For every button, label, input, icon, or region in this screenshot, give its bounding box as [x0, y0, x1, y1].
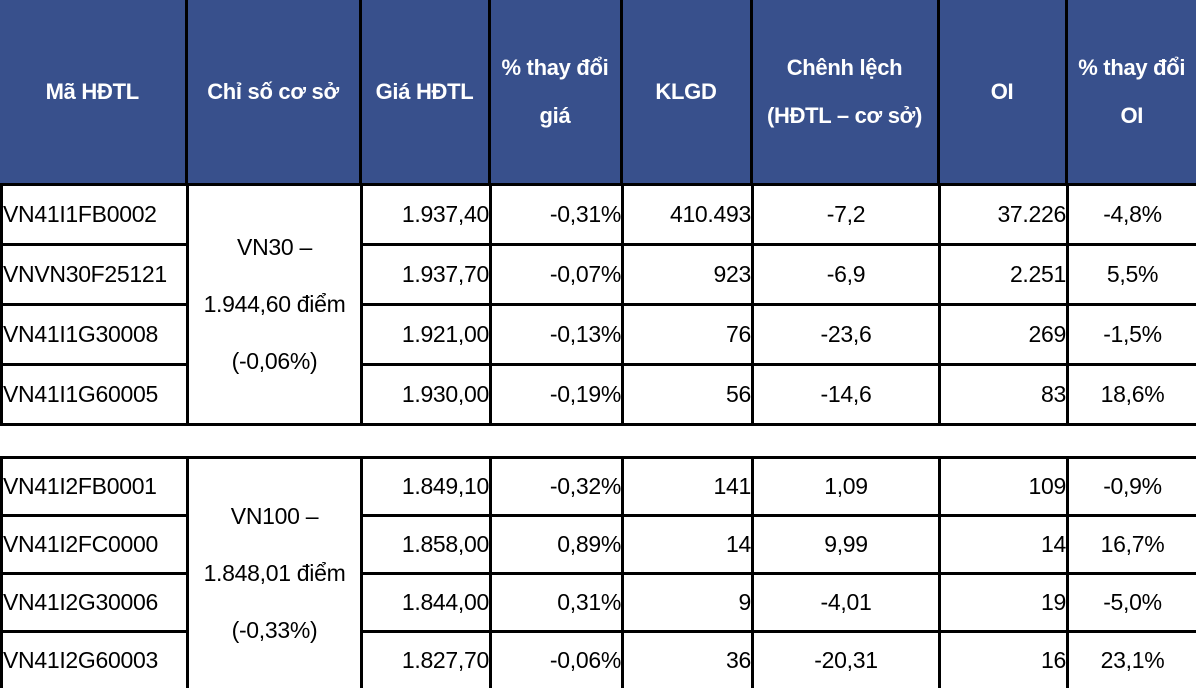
- cell-futures-price: 1.937,70: [360, 243, 492, 306]
- col-header-oi-change-pct: % thay đổi OI: [1066, 0, 1196, 183]
- col-header-futures-price: Giá HĐTL: [360, 0, 491, 183]
- cell-price-change-pct: -0,13%: [489, 303, 624, 366]
- header-row: Mã HĐTL Chỉ số cơ sở Giá HĐTL % thay đổi…: [0, 0, 1196, 183]
- cell-oi-change-pct: -1,5%: [1066, 303, 1196, 366]
- cell-volume: 36: [621, 630, 754, 688]
- cell-contract-code: VN41I2FB0001: [0, 456, 189, 517]
- cell-futures-price: 1.858,00: [360, 514, 492, 575]
- cell-oi-change-pct: 18,6%: [1066, 363, 1196, 426]
- cell-volume: 9: [621, 572, 754, 633]
- col-header-spread: Chênh lệch (HĐTL – cơ sở): [751, 0, 940, 183]
- cell-volume: 923: [621, 243, 754, 306]
- cell-contract-code: VN41I1G30008: [0, 303, 189, 366]
- table-row: VNVN30F25121 1.937,70 -0,07% 923 -6,9 2.…: [0, 243, 1196, 306]
- cell-oi-change-pct: -0,9%: [1066, 456, 1196, 517]
- cell-price-change-pct: 0,31%: [489, 572, 624, 633]
- cell-spread: -23,6: [751, 303, 941, 366]
- cell-futures-price: 1.921,00: [360, 303, 492, 366]
- cell-open-interest: 16: [938, 630, 1069, 688]
- table-row: VN41I2G30006 1.844,00 0,31% 9 -4,01 19 -…: [0, 572, 1196, 633]
- cell-price-change-pct: -0,32%: [489, 456, 624, 517]
- cell-open-interest: 14: [938, 514, 1069, 575]
- table-header: Mã HĐTL Chỉ số cơ sở Giá HĐTL % thay đổi…: [0, 0, 1196, 183]
- col-header-underlying-index: Chỉ số cơ sở: [186, 0, 362, 183]
- cell-oi-change-pct: -4,8%: [1066, 183, 1196, 246]
- cell-volume: 14: [621, 514, 754, 575]
- table-row: VN41I2FB0001 VN100 – 1.848,01 điểm (-0,3…: [0, 456, 1196, 688]
- cell-futures-price: 1.849,10: [360, 456, 492, 517]
- cell-spread: -20,31: [751, 630, 941, 688]
- cell-contract-code: VN41I1FB0002: [0, 183, 189, 246]
- cell-underlying-index: VN30 – 1.944,60 điểm (-0,06%): [186, 183, 363, 426]
- cell-open-interest: 2.251: [938, 243, 1069, 306]
- table-row: VN41I2FC0000 1.858,00 0,89% 14 9,99 14 1…: [0, 514, 1196, 575]
- vn100-group-table: VN41I2FB0001 VN100 – 1.848,01 điểm (-0,3…: [0, 456, 1196, 688]
- cell-contract-code: VN41I2FC0000: [0, 514, 189, 575]
- cell-volume: 141: [621, 456, 754, 517]
- cell-underlying-index: VN100 – 1.848,01 điểm (-0,33%): [186, 456, 363, 688]
- cell-contract-code: VN41I2G60003: [0, 630, 189, 688]
- cell-oi-change-pct: -5,0%: [1066, 572, 1196, 633]
- cell-volume: 56: [621, 363, 754, 426]
- table-row: VN41I1FB0002 VN30 – 1.944,60 điểm (-0,06…: [0, 183, 1196, 426]
- col-header-price-change-pct: % thay đổi giá: [489, 0, 623, 183]
- table-row: VN41I2G60003 1.827,70 -0,06% 36 -20,31 1…: [0, 630, 1196, 688]
- cell-price-change-pct: 0,89%: [489, 514, 624, 575]
- cell-contract-code: VNVN30F25121: [0, 243, 189, 306]
- cell-oi-change-pct: 16,7%: [1066, 514, 1196, 575]
- cell-price-change-pct: -0,19%: [489, 363, 624, 426]
- cell-open-interest: 269: [938, 303, 1069, 366]
- cell-contract-code: VN41I2G30006: [0, 572, 189, 633]
- cell-spread: -6,9: [751, 243, 941, 306]
- cell-price-change-pct: -0,31%: [489, 183, 624, 246]
- cell-spread: -4,01: [751, 572, 941, 633]
- col-header-contract-code: Mã HĐTL: [0, 0, 188, 183]
- cell-open-interest: 83: [938, 363, 1069, 426]
- group-separator: [0, 426, 1196, 456]
- cell-spread: 1,09: [751, 456, 941, 517]
- cell-futures-price: 1.930,00: [360, 363, 492, 426]
- cell-futures-price: 1.844,00: [360, 572, 492, 633]
- cell-volume: 410.493: [621, 183, 754, 246]
- cell-contract-code: VN41I1G60005: [0, 363, 189, 426]
- col-header-volume: KLGD: [621, 0, 753, 183]
- cell-open-interest: 19: [938, 572, 1069, 633]
- cell-volume: 76: [621, 303, 754, 366]
- cell-spread: -7,2: [751, 183, 941, 246]
- vn30-group-table: VN41I1FB0002 VN30 – 1.944,60 điểm (-0,06…: [0, 183, 1196, 426]
- cell-open-interest: 109: [938, 456, 1069, 517]
- cell-oi-change-pct: 23,1%: [1066, 630, 1196, 688]
- table-row: VN41I1G60005 1.930,00 -0,19% 56 -14,6 83…: [0, 363, 1196, 426]
- cell-futures-price: 1.827,70: [360, 630, 492, 688]
- cell-price-change-pct: -0,07%: [489, 243, 624, 306]
- cell-futures-price: 1.937,40: [360, 183, 492, 246]
- cell-open-interest: 37.226: [938, 183, 1069, 246]
- cell-spread: -14,6: [751, 363, 941, 426]
- col-header-open-interest: OI: [938, 0, 1068, 183]
- cell-oi-change-pct: 5,5%: [1066, 243, 1196, 306]
- table-row: VN41I1G30008 1.921,00 -0,13% 76 -23,6 26…: [0, 303, 1196, 366]
- cell-price-change-pct: -0,06%: [489, 630, 624, 688]
- cell-spread: 9,99: [751, 514, 941, 575]
